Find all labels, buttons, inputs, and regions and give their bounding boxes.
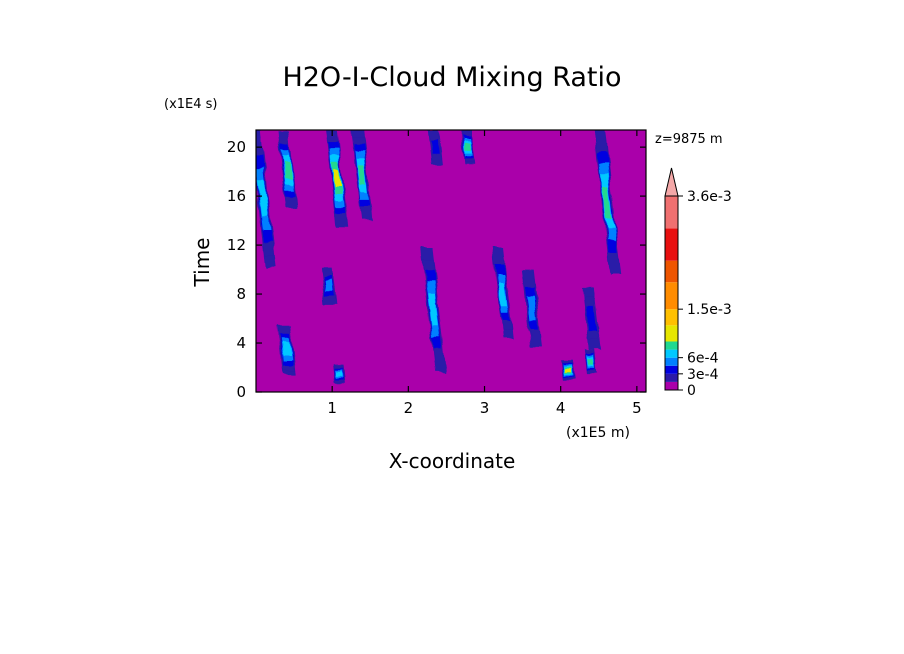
cloud-streak <box>561 360 575 380</box>
y-tick-label: 12 <box>227 236 246 254</box>
cloud-streak <box>521 269 542 348</box>
cloud-streak <box>492 247 514 340</box>
cloud-streak <box>278 324 296 374</box>
contour-band <box>283 161 292 179</box>
colorbar-tick-label: 3.6e-3 <box>687 189 732 205</box>
colorbar-tick-label: 3e-4 <box>687 367 719 383</box>
x-tick-label: 1 <box>327 399 337 417</box>
cloud-streak <box>582 287 601 350</box>
x-tick-label: 4 <box>556 399 566 417</box>
x-tick-label: 5 <box>632 399 642 417</box>
chart-title: H2O-I-Cloud Mixing Ratio <box>282 62 621 93</box>
y-tick-label: 16 <box>227 187 246 205</box>
colorbar-segment <box>665 282 678 310</box>
contour-band <box>430 140 440 155</box>
colorbar-segment <box>665 260 678 283</box>
x-axis-ticks: 1 2 3 4 5 <box>327 130 642 417</box>
y-axis-label: Time <box>190 238 214 288</box>
cloud-streak <box>460 130 476 165</box>
cloud-features <box>256 130 622 383</box>
level-annotation: z=9875 m <box>655 132 723 147</box>
colorbar-segment <box>665 196 678 229</box>
plot-area <box>255 129 647 393</box>
contour-band <box>527 296 537 322</box>
contour-band <box>257 180 268 217</box>
x-axis-label: X-coordinate <box>389 449 516 473</box>
cloud-streak <box>584 349 599 374</box>
contour-band <box>282 342 291 356</box>
y-tick-label: 8 <box>236 285 246 303</box>
cloud-streak <box>277 131 298 209</box>
colorbar-segment <box>665 357 678 366</box>
contour-band <box>464 143 472 151</box>
y-tick-label: 20 <box>227 138 246 156</box>
cloud-streak <box>593 130 622 275</box>
contour-band <box>586 305 597 332</box>
colorbar-tick-label: 0 <box>687 383 696 399</box>
contour-band <box>324 279 333 292</box>
y-tick-label: 0 <box>236 383 246 401</box>
y-tick-label: 4 <box>236 334 246 352</box>
colorbar-tick-label: 6e-4 <box>687 351 719 367</box>
cloud-streak <box>320 267 337 304</box>
cloud-streak <box>420 247 446 373</box>
cloud-streak <box>427 130 443 165</box>
colorbar-segment <box>665 228 678 261</box>
x-multiplier-label: (x1E5 m) <box>566 425 630 441</box>
colorbar-segment <box>665 381 678 390</box>
contour-band <box>498 281 508 306</box>
x-tick-label: 3 <box>480 399 490 417</box>
colorbar-segment <box>665 309 678 326</box>
x-tick-label: 2 <box>404 399 414 417</box>
y-multiplier-label: (x1E4 s) <box>164 97 218 112</box>
colorbar-segment <box>665 373 678 382</box>
contour-band <box>588 358 595 365</box>
cloud-streak <box>325 130 348 227</box>
contour-band <box>564 368 572 372</box>
colorbar-segment <box>665 365 678 374</box>
colorbar-tick-label: 1.5e-3 <box>687 302 732 318</box>
cloud-streak <box>256 130 277 268</box>
cloud-streak <box>351 130 373 221</box>
contour-band <box>332 169 341 188</box>
colorbar: 03e-46e-4 1.5e-3 3.6e-3 <box>664 167 732 399</box>
colorbar-segment <box>665 349 678 358</box>
plot-frame <box>255 129 647 393</box>
plot-background <box>256 130 646 392</box>
colorbar-extend-arrow <box>664 167 679 197</box>
contour-band <box>358 165 367 186</box>
y-axis-ticks: 0 4 8 12 16 20 <box>227 138 646 401</box>
contour-band <box>335 371 343 376</box>
contour-band <box>428 293 439 327</box>
cloud-streak <box>332 365 346 383</box>
colorbar-segment <box>665 325 678 342</box>
colorbar-frame <box>664 195 679 391</box>
contour-band <box>602 186 613 218</box>
colorbar-segment <box>665 341 678 350</box>
